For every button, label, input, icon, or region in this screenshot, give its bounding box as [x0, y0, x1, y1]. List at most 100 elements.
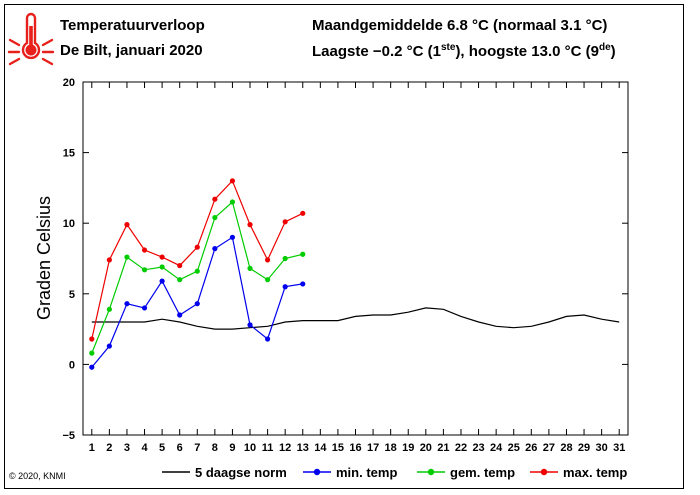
- y-tick-label: 0: [69, 359, 75, 371]
- x-tick-label: 31: [613, 442, 625, 454]
- x-tick-label: 6: [177, 442, 183, 454]
- extremes-highest: ), hoogste 13.0 °C (9: [455, 43, 599, 60]
- data-point: [159, 278, 165, 284]
- thermometer-icon: [7, 12, 55, 66]
- series-line-3: [91, 179, 304, 340]
- data-point: [229, 199, 236, 205]
- y-tick-label: 5: [69, 289, 75, 301]
- data-point: [229, 234, 236, 240]
- y-tick-label: −5: [62, 430, 75, 442]
- data-point: [124, 222, 130, 228]
- x-tick-label: 5: [159, 442, 165, 454]
- data-point: [300, 281, 306, 287]
- data-point: [282, 284, 288, 290]
- data-point: [159, 264, 165, 270]
- data-point: [141, 267, 148, 273]
- data-point: [177, 277, 183, 283]
- data-point: [212, 196, 218, 202]
- data-point: [106, 343, 112, 349]
- data-point: [124, 301, 130, 307]
- extremes-sup-ste: ste: [440, 42, 456, 53]
- data-point: [264, 336, 271, 342]
- x-tick-label: 19: [402, 442, 414, 454]
- data-point: [89, 364, 95, 370]
- x-tick-label: 9: [229, 442, 235, 454]
- x-tick-label: 3: [124, 442, 130, 454]
- x-tick-label: 28: [560, 442, 572, 454]
- data-point: [247, 265, 253, 271]
- data-point: [89, 350, 95, 356]
- data-point: [124, 254, 130, 260]
- x-tick-label: 14: [314, 442, 327, 454]
- chart-subtitle: De Bilt, januari 2020: [60, 42, 203, 59]
- series-line-0: [91, 307, 620, 330]
- extremes-sup-de: de: [598, 42, 611, 53]
- x-tick-label: 7: [194, 442, 200, 454]
- data-point: [194, 244, 200, 250]
- copyright: © 2020, KNMI: [9, 471, 66, 481]
- data-point: [282, 219, 288, 225]
- data-point: [106, 257, 112, 263]
- x-tick-label: 20: [420, 442, 432, 454]
- data-point: [159, 254, 165, 260]
- x-tick-label: 16: [349, 442, 361, 454]
- data-point: [282, 255, 288, 262]
- legend-label-3: max. temp: [563, 465, 627, 480]
- extremes-lowest: Laagste −0.2 °C (1: [312, 43, 441, 60]
- x-tick-label: 8: [212, 442, 218, 454]
- x-tick-label: 26: [525, 442, 537, 454]
- legend-label-0: 5 daagse norm: [195, 465, 287, 480]
- data-point: [300, 210, 306, 216]
- x-tick-label: 23: [472, 442, 484, 454]
- series-group: [89, 178, 620, 370]
- data-point: [194, 268, 200, 274]
- data-point: [106, 306, 112, 312]
- data-point: [300, 251, 306, 257]
- legend-label-1: min. temp: [336, 465, 397, 480]
- y-tick-label: 10: [63, 218, 75, 230]
- chart-title: Temperatuurverloop: [60, 17, 205, 34]
- data-point: [141, 305, 148, 311]
- y-axis-label: Graden Celsius: [34, 196, 54, 320]
- x-tick-label: 27: [543, 442, 555, 454]
- legend: 5 daagse norm min. temp gem. temp max. temp: [162, 465, 627, 480]
- x-tick-label: 22: [455, 442, 467, 454]
- x-tick-label: 2: [106, 442, 112, 454]
- data-point: [177, 312, 183, 318]
- extremes-close: ): [610, 43, 616, 60]
- x-tick-label: 29: [578, 442, 590, 454]
- data-point: [177, 262, 183, 269]
- monthly-average-text: Maandgemiddelde 6.8 °C (normaal 3.1 °C): [312, 17, 608, 34]
- x-tick-label: 30: [596, 442, 608, 454]
- y-axis: −5 0 5 10 15 20: [62, 77, 628, 442]
- data-point: [194, 301, 200, 307]
- data-point: [212, 246, 218, 252]
- data-point: [141, 247, 148, 253]
- x-tick-label: 21: [437, 442, 449, 454]
- extremes-text: Laagste −0.2 °C (1ste), hoogste 13.0 °C …: [312, 42, 616, 60]
- x-tick-label: 18: [385, 442, 397, 454]
- y-tick-label: 20: [63, 77, 75, 89]
- x-tick-label: 1: [89, 442, 95, 454]
- legend-label-2: gem. temp: [450, 465, 515, 480]
- chart-frame: [4, 4, 684, 489]
- legend-marker-2: [427, 468, 435, 476]
- data-point: [89, 336, 95, 342]
- x-tick-label: 15: [332, 442, 344, 454]
- x-tick-label: 11: [262, 442, 274, 454]
- x-tick-label: 25: [508, 442, 520, 454]
- x-tick-label: 12: [279, 442, 291, 454]
- legend-marker-1: [313, 468, 321, 476]
- x-tick-label: 13: [297, 442, 309, 454]
- series-line-2: [91, 200, 303, 354]
- data-point: [264, 257, 271, 263]
- data-point: [229, 178, 236, 184]
- x-tick-label: 17: [367, 442, 379, 454]
- x-axis: 1 2 3 4 5 6 7 8 9 10 11 12 13 14 15 16 17 18 19 20 21 22 23 24 2…: [89, 82, 625, 454]
- y-tick-label: 15: [63, 148, 75, 160]
- data-point: [212, 214, 218, 221]
- x-tick-label: 10: [244, 442, 256, 454]
- x-tick-label: 24: [490, 442, 503, 454]
- x-tick-label: 4: [141, 442, 148, 454]
